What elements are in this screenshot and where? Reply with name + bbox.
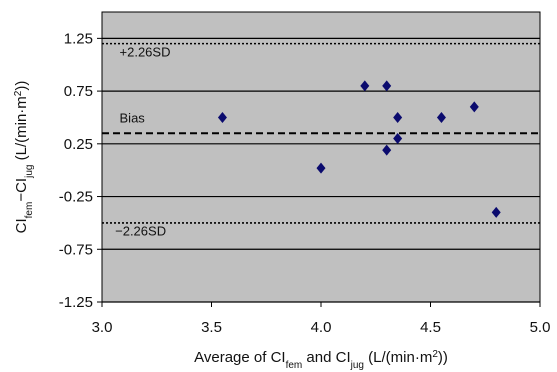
x-axis-ticks: 3.0 3.5 4.0 4.5 5.0 [92, 302, 551, 336]
x-tick-label: 3.0 [92, 319, 113, 336]
reference-line-label: +2.26SD [120, 44, 171, 59]
y-tick-label: 0.25 [64, 136, 93, 153]
data-point [469, 101, 479, 113]
data-point [491, 206, 501, 218]
y-tick-label: 1.25 [64, 30, 93, 47]
reference-line-label: −2.26SD [115, 224, 166, 239]
y-axis-title: CIfem−CIjug (L/(min·m2)) [13, 81, 35, 234]
data-point [393, 133, 403, 145]
data-point [316, 162, 326, 174]
reference-lines: +2.26SD Bias −2.26SD [102, 42, 540, 239]
data-point [393, 111, 403, 123]
y-tick-label: -0.25 [59, 189, 93, 206]
y-tick-label: -1.25 [59, 294, 93, 311]
x-tick-label: 3.5 [201, 319, 222, 336]
x-tick-label: 4.0 [311, 319, 332, 336]
data-point [217, 111, 227, 123]
y-tick-label: 0.75 [64, 83, 93, 100]
data-points [217, 80, 501, 218]
y-axis-ticks: 1.25 0.75 0.25 -0.25 -0.75 -1.25 [59, 30, 102, 311]
x-tick-label: 4.5 [420, 319, 441, 336]
data-point [436, 111, 446, 123]
y-tick-label: -0.75 [59, 241, 93, 258]
reference-line-label: Bias [120, 111, 146, 126]
plot-area [102, 12, 540, 302]
data-point [360, 80, 370, 92]
x-tick-label: 5.0 [530, 319, 551, 336]
x-axis-title: Average of CIfem and CIjug (L/(min·m2)) [194, 349, 448, 371]
data-point [382, 144, 392, 156]
data-point [382, 80, 392, 92]
